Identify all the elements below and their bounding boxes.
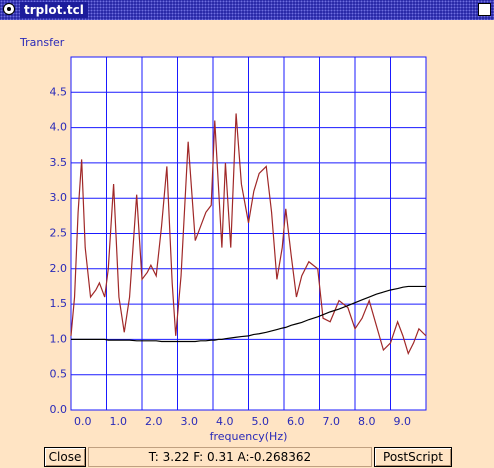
- x-tick-label: 4.0: [216, 415, 234, 428]
- status-label: T: 3.22 F: 0.31 A:-0.268362: [88, 447, 372, 467]
- y-tick-label: 0.0: [50, 403, 68, 416]
- title-bar: trplot.tcl: [0, 0, 494, 20]
- x-tick-label: 5.0: [252, 415, 270, 428]
- y-tick-label: 1.5: [50, 297, 68, 310]
- x-tick-label: 2.0: [145, 415, 163, 428]
- x-tick-label: 8.0: [358, 415, 376, 428]
- close-button[interactable]: Close: [44, 447, 86, 467]
- maximize-icon[interactable]: [478, 3, 491, 16]
- x-tick-label: 6.0: [287, 415, 305, 428]
- y-axis-label: Transfer: [19, 36, 65, 49]
- x-tick-label: 1.0: [110, 415, 128, 428]
- x-axis-label: frequency(Hz): [210, 430, 288, 443]
- window-title: trplot.tcl: [20, 2, 88, 18]
- y-tick-label: 4.5: [50, 85, 68, 98]
- plot-frame: [70, 56, 427, 411]
- x-tick-label: 0.0: [74, 415, 92, 428]
- postscript-button[interactable]: PostScript: [374, 447, 452, 467]
- data-line: [71, 285, 426, 343]
- chart: Transfer frequency(Hz) 0.0 0.5 1.0 1.5 2.0 2.5 3…: [19, 36, 427, 443]
- x-tick-label: 7.0: [323, 415, 341, 428]
- y-tick-label: 1.0: [50, 332, 68, 345]
- y-tick-label: 3.5: [50, 156, 68, 169]
- x-tick-label: 9.0: [394, 415, 412, 428]
- y-tick-label: 4.0: [50, 121, 68, 134]
- y-tick-label: 2.0: [50, 262, 68, 275]
- y-tick-label: 3.0: [50, 191, 68, 204]
- data-line: [70, 113, 427, 356]
- y-tick-label: 0.5: [50, 368, 68, 381]
- x-tick-label: 3.0: [181, 415, 199, 428]
- y-tick-label: 2.5: [50, 227, 68, 240]
- window-menu-icon[interactable]: [3, 3, 15, 15]
